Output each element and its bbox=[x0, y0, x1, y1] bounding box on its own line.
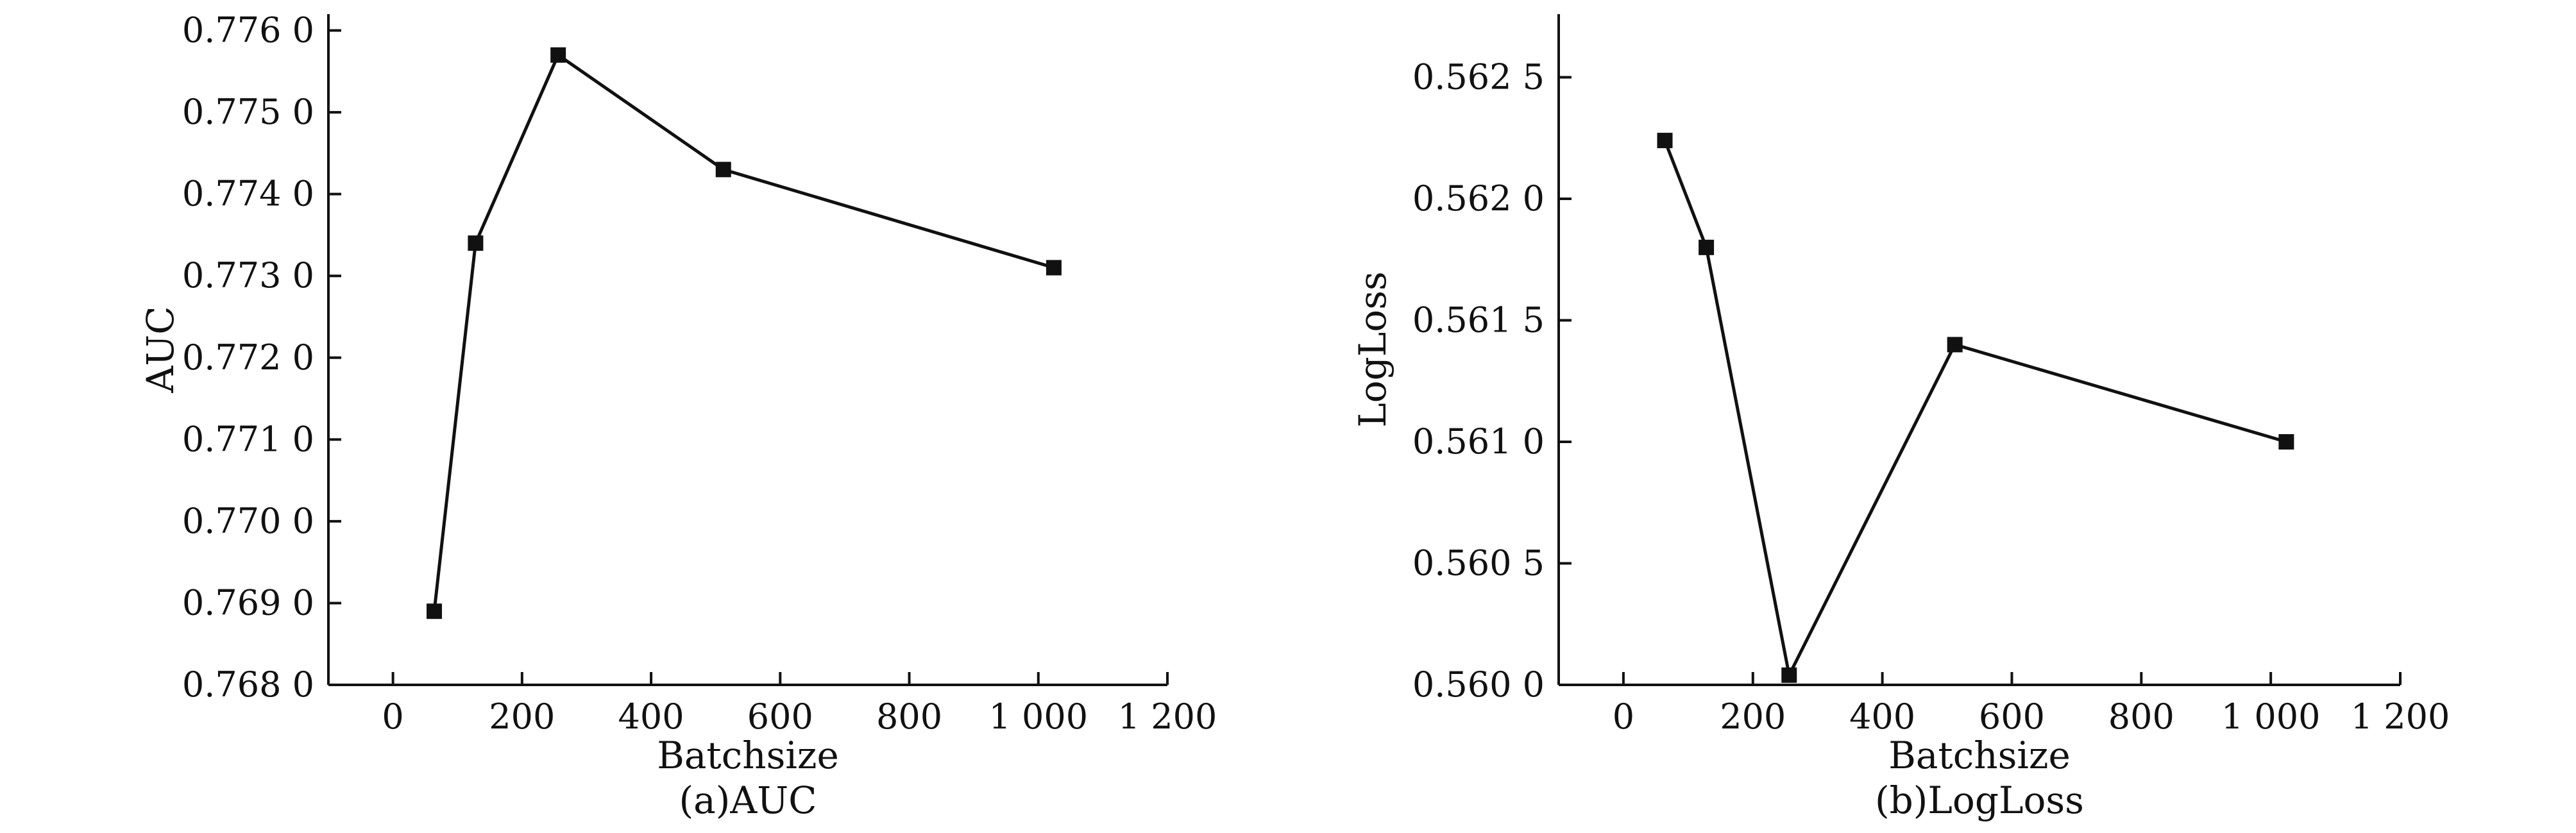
data-point-marker bbox=[1046, 260, 1062, 276]
data-point-marker bbox=[1699, 239, 1715, 255]
y-tick-label: 0.768 0 bbox=[182, 664, 314, 705]
x-tick-label: 400 bbox=[618, 696, 684, 737]
x-tick-label: 1 000 bbox=[988, 696, 1088, 737]
data-point-marker bbox=[715, 162, 731, 178]
x-axis-title: Batchsize bbox=[657, 734, 839, 777]
y-tick-label: 0.775 0 bbox=[182, 92, 314, 132]
x-tick-label: 800 bbox=[876, 696, 942, 737]
y-tick-label: 0.560 5 bbox=[1412, 543, 1545, 584]
y-tick-label: 0.561 5 bbox=[1412, 300, 1545, 341]
y-tick-label: 0.771 0 bbox=[182, 419, 314, 459]
x-tick-label: 0 bbox=[1613, 696, 1634, 737]
data-point-marker bbox=[1947, 337, 1963, 353]
y-tick-label: 0.772 0 bbox=[182, 337, 314, 378]
x-tick-label: 1 200 bbox=[1118, 696, 1217, 737]
x-axis-title: Batchsize bbox=[1888, 734, 2071, 777]
x-tick-label: 200 bbox=[1720, 696, 1786, 737]
y-tick-label: 0.769 0 bbox=[182, 582, 314, 623]
data-point-marker bbox=[427, 603, 443, 619]
x-tick-label: 600 bbox=[747, 696, 813, 737]
x-tick-label: 0 bbox=[382, 696, 403, 737]
x-tick-label: 200 bbox=[489, 696, 555, 737]
y-tick-label: 0.774 0 bbox=[182, 174, 314, 214]
y-tick-label: 0.770 0 bbox=[182, 501, 314, 541]
data-point-marker bbox=[550, 47, 566, 63]
y-tick-label: 0.560 0 bbox=[1412, 664, 1545, 705]
x-tick-label: 1 000 bbox=[2221, 696, 2321, 737]
series-line bbox=[432, 53, 1055, 612]
data-point-marker bbox=[2278, 434, 2294, 450]
data-point-marker bbox=[1781, 667, 1797, 683]
y-tick-label: 0.776 0 bbox=[182, 10, 314, 51]
y-tick-label: 0.562 0 bbox=[1412, 178, 1545, 219]
x-tick-label: 800 bbox=[2108, 696, 2174, 737]
chart-panel-logloss: 0 200 400 600 800 1 000 1 200 0.560 0 0.560 5 0.5… bbox=[1351, 14, 2450, 822]
y-axis-title: LogLoss bbox=[1351, 271, 1394, 428]
series-line bbox=[1663, 140, 2287, 680]
panel-caption: (a)AUC bbox=[679, 778, 817, 822]
y-tick-label: 0.773 0 bbox=[182, 255, 314, 296]
y-axis-title: AUC bbox=[139, 306, 182, 393]
data-point-marker bbox=[1657, 133, 1673, 149]
chart-panel-auc: 0 200 400 600 800 1 000 1 200 0.768 0 0.769 0 0.7… bbox=[139, 10, 1217, 822]
x-tick-label: 1 200 bbox=[2351, 696, 2450, 737]
y-tick-label: 0.562 5 bbox=[1412, 57, 1545, 97]
y-tick-label: 0.561 0 bbox=[1412, 421, 1545, 462]
panel-caption: (b)LogLoss bbox=[1875, 778, 2084, 822]
data-point-marker bbox=[468, 235, 484, 251]
x-tick-label: 400 bbox=[1849, 696, 1915, 737]
x-tick-label: 600 bbox=[1979, 696, 2045, 737]
